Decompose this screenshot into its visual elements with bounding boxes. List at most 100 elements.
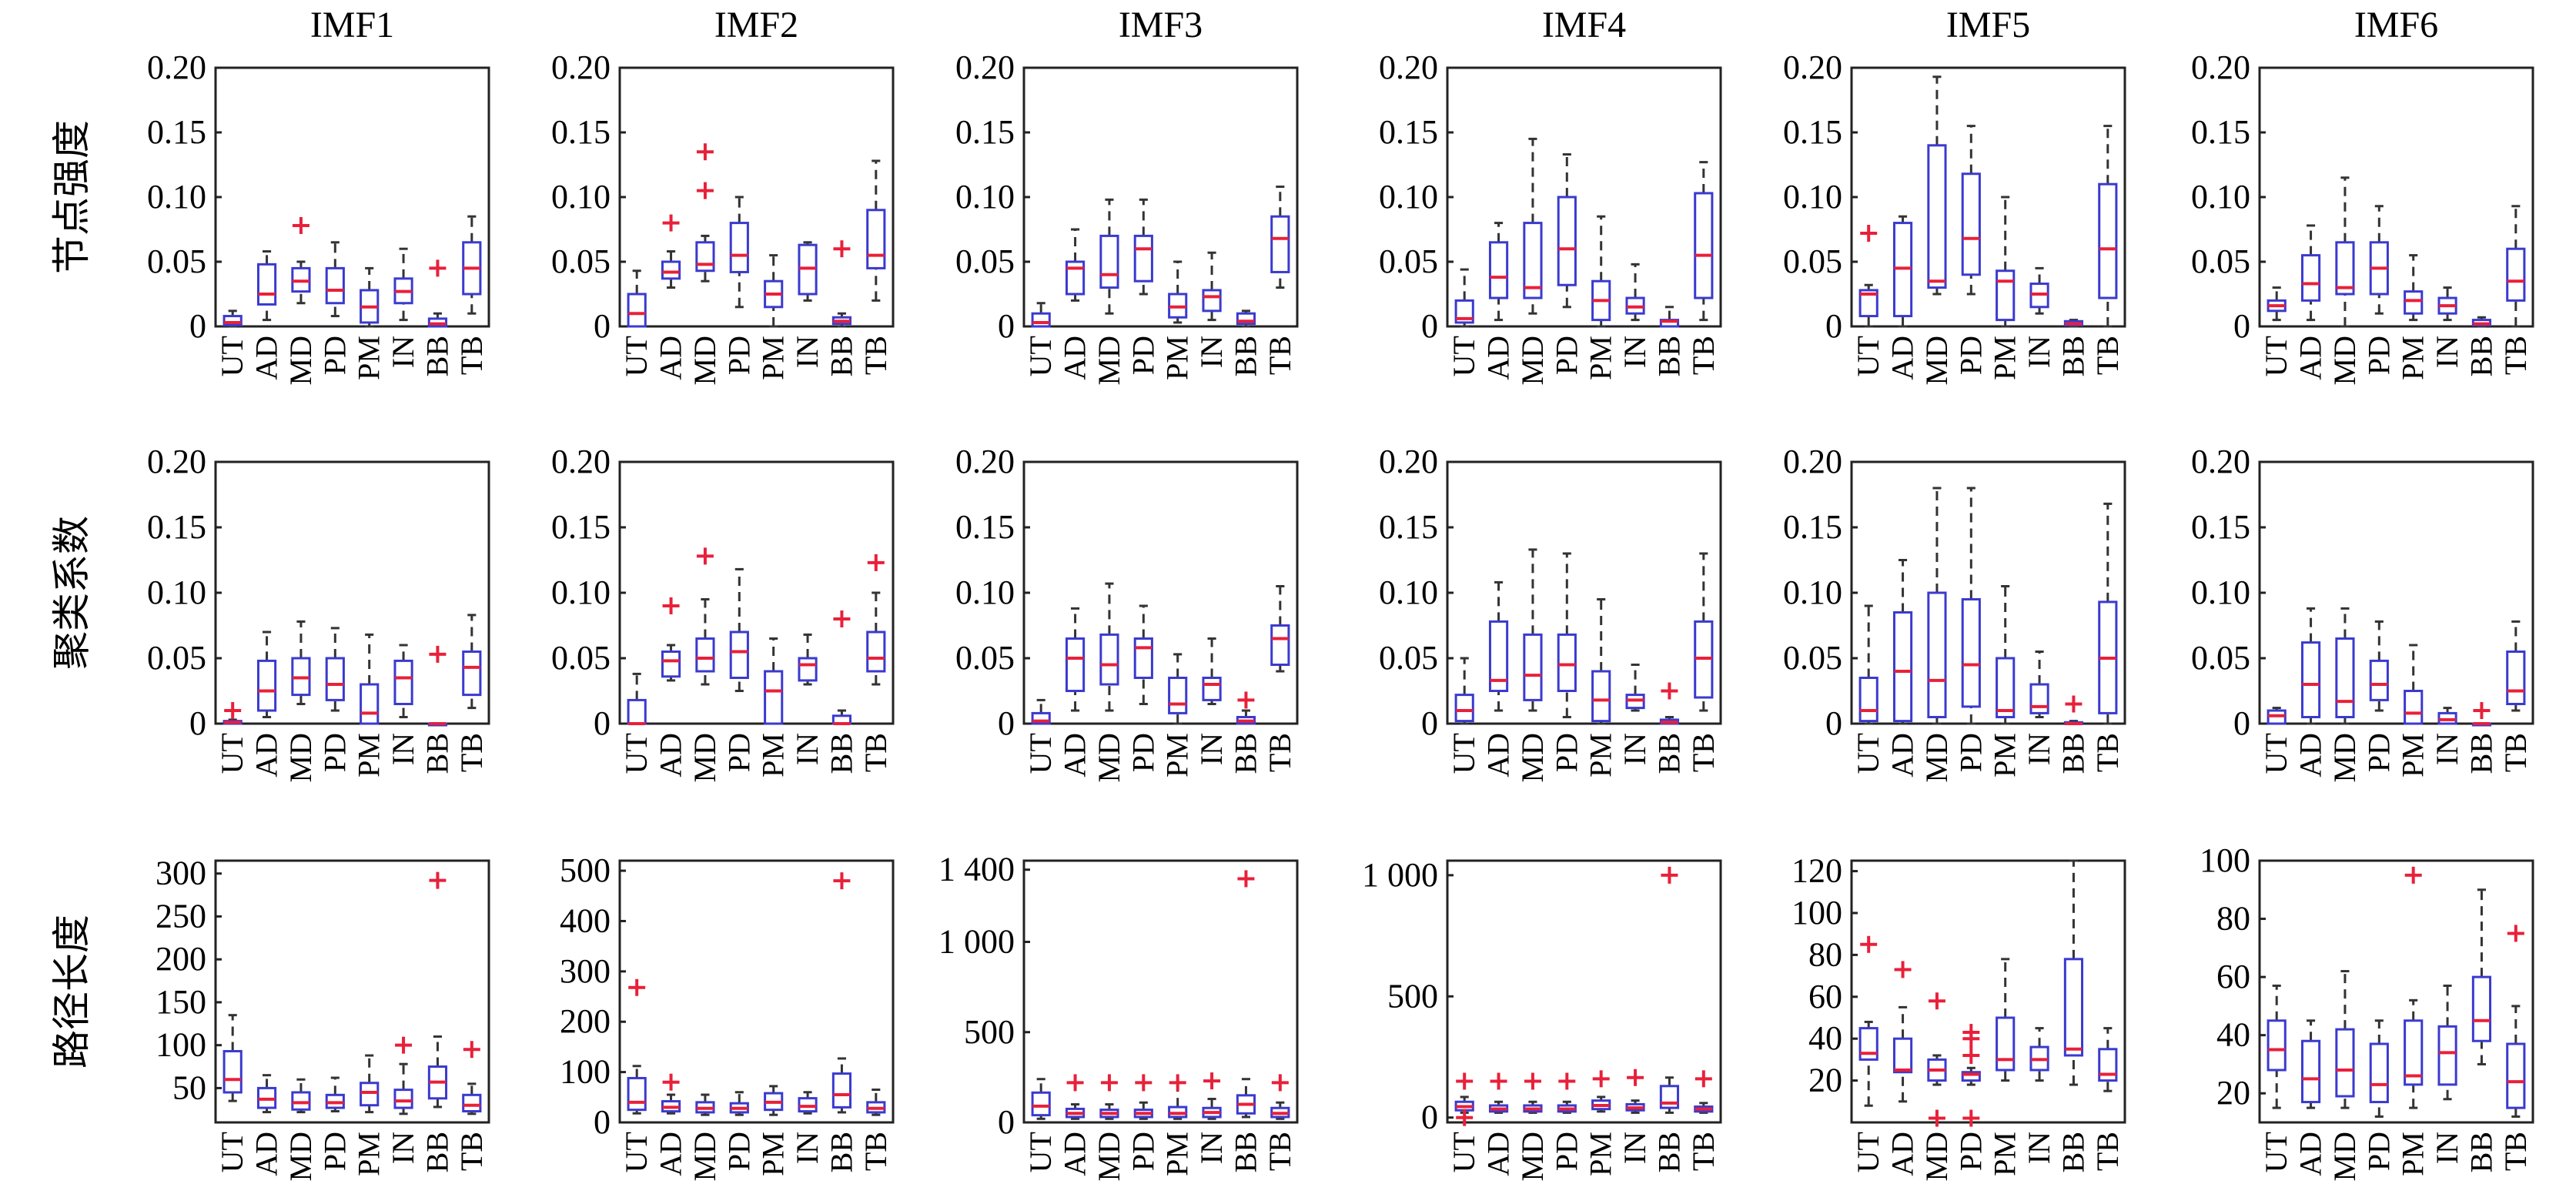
y-tick-label: 0.05 [147,242,206,280]
plot-frame [1850,66,2126,328]
x-tick-label: TB [858,1132,893,1171]
y-tick-label: 0.15 [2191,113,2250,151]
y-tick-label: 200 [560,1002,611,1040]
x-tick-label: IN [386,336,420,368]
x-tick-label: AD [654,336,688,380]
y-tick-label: 80 [1808,935,1842,973]
box [360,1082,380,1107]
y-tick-label: 0 [2233,704,2250,742]
y-tick-label: 100 [156,1026,206,1064]
x-tick-label: PD [1126,733,1160,772]
x-tick-label: PM [1160,1132,1195,1176]
x-tick-label: AD [249,1132,284,1176]
box [2300,641,2321,718]
x-tick-label: PM [1160,733,1195,778]
plot-frame [214,460,490,725]
x-tick-label: PM [756,733,791,778]
box [2335,241,2355,296]
y-tick-label: 0.05 [1783,242,1842,280]
plot-frame [618,460,895,725]
box [729,630,749,679]
plot-frame [1446,859,1722,1124]
box [1270,215,1290,273]
x-tick-label: IN [2430,1132,2464,1164]
x-tick-label: AD [1481,1132,1516,1176]
box [291,1091,311,1111]
y-tick-label: 0.20 [147,48,206,86]
box [1858,1027,1878,1061]
column-title: IMF6 [2354,5,2438,45]
x-tick-label: AD [654,1132,688,1176]
y-tick-label: 0.15 [147,113,206,151]
box [393,1089,413,1109]
column-title: IMF2 [714,5,798,45]
box [2063,958,2084,1057]
column-title: IMF1 [310,5,394,45]
y-tick-label: 0.15 [551,113,611,151]
x-tick-label: AD [1481,733,1516,778]
x-tick-label: AD [2293,1132,2328,1176]
y-tick-label: 0 [998,1103,1015,1141]
y-tick-label: 0.10 [147,574,206,611]
x-tick-label: MD [1515,733,1550,782]
x-tick-label: AD [1481,336,1516,380]
x-tick-label: PD [1953,1132,1988,1171]
x-tick-label: PM [1988,336,2022,380]
x-tick-label: AD [249,336,284,380]
box [1591,670,1611,723]
y-tick-label: 0.05 [955,639,1015,677]
x-tick-label: AD [1885,1132,1920,1176]
box [729,222,749,273]
y-tick-label: 0 [594,307,611,345]
x-tick-label: PM [352,1132,386,1176]
y-tick-label: 0.15 [1379,508,1438,546]
x-tick-label: TB [2090,733,2125,772]
box [325,266,345,305]
y-tick-label: 100 [560,1053,611,1091]
x-tick-label: PD [1953,336,1988,375]
box [1488,241,1509,299]
x-tick-label: MD [2327,733,2362,782]
y-tick-label: 80 [2216,900,2250,938]
x-tick-label: PD [1549,733,1584,772]
y-tick-label: 0.20 [1379,48,1438,86]
x-tick-label: TB [1686,733,1721,772]
box [1133,234,1153,283]
x-tick-label: AD [1885,336,1920,380]
y-tick-label: 0.10 [2191,178,2250,216]
x-tick-label: UT [1447,733,1481,774]
box [1694,192,1714,299]
x-tick-label: MD [1515,336,1550,385]
x-tick-label: BB [824,336,858,376]
plot-frame [2258,460,2534,725]
y-tick-label: 0 [594,704,611,742]
box [2506,247,2526,302]
x-tick-label: AD [2293,336,2328,380]
y-tick-label: 0.10 [147,178,206,216]
row-label: 路径长度 [49,915,94,1069]
plot-frame [1022,66,1299,328]
box [2335,637,2355,718]
y-tick-label: 0.15 [955,113,1015,151]
x-tick-label: TB [2498,336,2533,375]
y-tick-label: 0.10 [1379,574,1438,611]
x-tick-label: TB [858,336,893,375]
x-tick-label: AD [654,733,688,778]
y-tick-label: 0.05 [2191,639,2250,677]
y-tick-label: 0.20 [1783,443,1842,480]
box [2506,1042,2526,1109]
x-tick-label: UT [1851,733,1885,774]
x-tick-label: PD [1549,1132,1584,1171]
y-tick-label: 0.20 [551,443,611,480]
box [1961,598,1981,708]
box [1031,1091,1051,1117]
box [1557,196,1577,286]
box [695,637,715,673]
y-tick-label: 0.10 [1783,178,1842,216]
plot-frame [2258,66,2534,328]
x-tick-label: BB [2056,733,2090,774]
y-tick-label: 300 [560,952,611,990]
box [1454,299,1474,324]
box [2506,651,2526,705]
y-tick-label: 150 [156,983,206,1021]
